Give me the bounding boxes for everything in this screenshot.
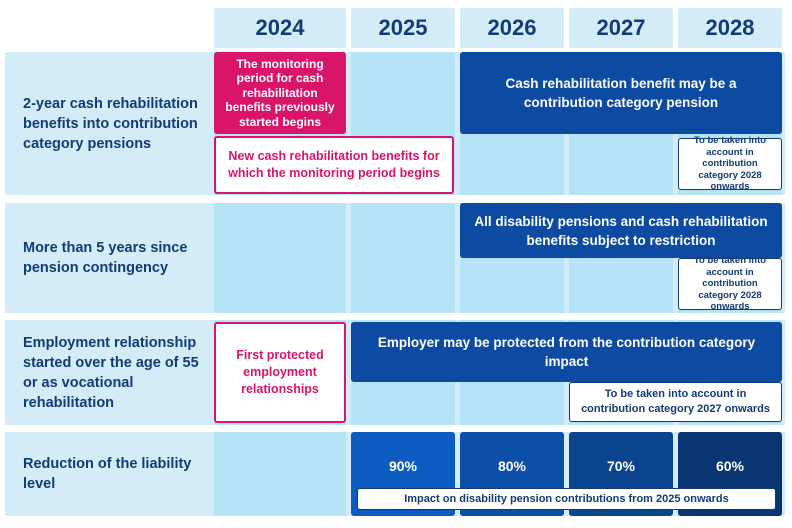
- row-label-employment-relationship: Employment relationship started over the…: [23, 334, 199, 411]
- year-header-2025: 2025: [351, 8, 455, 48]
- cell-r4-2024: [214, 432, 346, 516]
- new-monitoring-period-box: New cash rehabilitation benefits for whi…: [214, 136, 454, 194]
- row-3-note-2027: To be taken into account in contribution…: [569, 382, 782, 422]
- row-label-liability-level: Reduction of the liability level: [23, 456, 192, 492]
- disability-pensions-restriction-box: All disability pensions and cash rehabil…: [460, 203, 782, 258]
- row-4-note-2025: Impact on disability pension contributio…: [357, 488, 776, 510]
- row-1-note-2028: To be taken into account in contribution…: [678, 135, 782, 192]
- first-protected-employment-box: First protected employment relationships: [214, 322, 346, 423]
- row-label-cash-rehabilitation: 2-year cash rehabilitation benefits into…: [23, 95, 198, 152]
- cell-r2-2024: [214, 203, 346, 313]
- row-label-pension-contingency: More than 5 years since pension continge…: [23, 240, 188, 276]
- contribution-category-pension-box: Cash rehabilitation benefit may be a con…: [460, 52, 782, 134]
- year-header-2027: 2027: [569, 8, 673, 48]
- year-header-2024: 2024: [214, 8, 346, 48]
- monitoring-period-previous-box: The monitoring period for cash rehabilit…: [214, 52, 346, 134]
- row-2-note-2028: To be taken into account in contribution…: [678, 255, 782, 312]
- cell-r2-2025: [351, 203, 455, 313]
- year-header-2028: 2028: [678, 8, 782, 48]
- year-header-2026: 2026: [460, 8, 564, 48]
- employer-protected-box: Employer may be protected from the contr…: [351, 322, 782, 382]
